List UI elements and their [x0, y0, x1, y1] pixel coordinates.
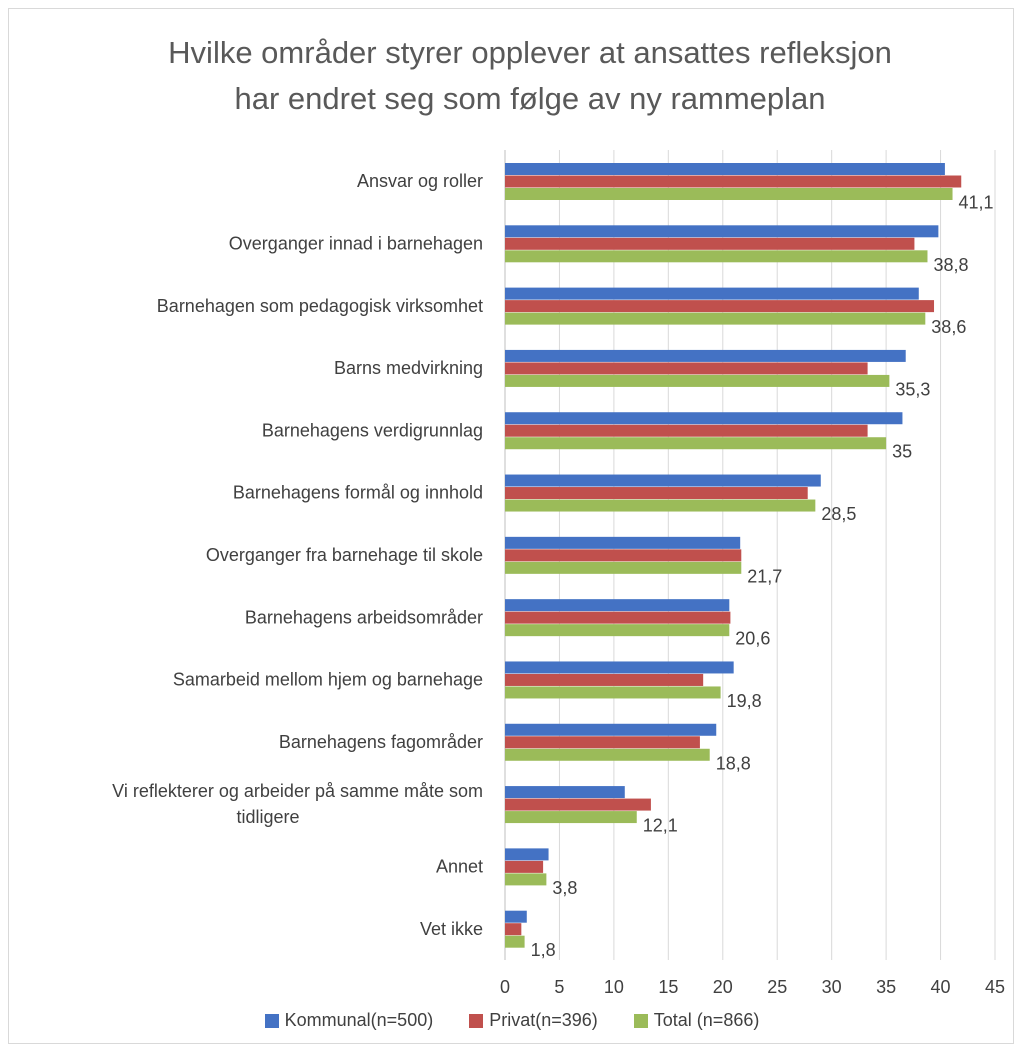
category-label-12: Vet ikke	[420, 919, 483, 939]
category-label-0: Ansvar og roller	[357, 171, 483, 191]
category-label-10-0: Vi reflekterer og arbeider på samme måte…	[112, 781, 483, 801]
legend-label-kommunal: Kommunal(n=500)	[284, 1010, 434, 1030]
category-label-11: Annet	[436, 857, 483, 877]
category-label-6: Overganger fra barnehage til skole	[206, 545, 483, 565]
bar-total-4	[505, 437, 887, 450]
bar-total-10	[505, 811, 637, 824]
x-tick-label-35: 35	[876, 977, 896, 997]
bar-privat-6	[505, 549, 742, 562]
bar-kommunal-1	[505, 225, 939, 238]
bar-kommunal-7	[505, 599, 730, 612]
x-tick-label-30: 30	[822, 977, 842, 997]
category-label-10-1: tidligere	[236, 807, 299, 827]
data-label-12: 1,8	[531, 940, 556, 960]
category-label-8: Samarbeid mellom hjem og barnehage	[173, 670, 483, 690]
chart-title: Hvilke områder styrer opplever at ansatt…	[0, 30, 1024, 122]
bar-kommunal-8	[505, 661, 734, 674]
legend-label-privat: Privat(n=396)	[489, 1010, 598, 1030]
data-label-4: 35	[892, 442, 912, 462]
data-label-8: 19,8	[727, 691, 762, 711]
x-tick-label-10: 10	[604, 977, 624, 997]
data-label-9: 18,8	[716, 753, 751, 773]
data-label-5: 28,5	[821, 504, 856, 524]
bar-privat-10	[505, 798, 651, 811]
data-label-1: 38,8	[933, 255, 968, 275]
bar-privat-0	[505, 175, 962, 188]
bar-total-9	[505, 748, 710, 761]
legend-item-privat: Privat(n=396)	[469, 1010, 598, 1031]
bar-total-7	[505, 624, 730, 637]
x-tick-label-0: 0	[500, 977, 510, 997]
data-label-0: 41,1	[959, 193, 994, 213]
bar-kommunal-9	[505, 723, 717, 736]
legend-swatch-total	[633, 1013, 648, 1028]
bar-total-6	[505, 561, 742, 574]
bar-kommunal-4	[505, 412, 903, 425]
legend-item-kommunal: Kommunal(n=500)	[264, 1010, 434, 1031]
x-tick-label-45: 45	[985, 977, 1005, 997]
category-label-4: Barnehagens verdigrunnlag	[262, 420, 483, 440]
bar-kommunal-0	[505, 163, 945, 175]
bar-total-2	[505, 312, 926, 325]
category-label-5: Barnehagens formål og innhold	[233, 483, 483, 503]
legend-swatch-privat	[469, 1013, 484, 1028]
bar-kommunal-5	[505, 474, 821, 487]
bar-total-11	[505, 873, 547, 886]
legend-item-total: Total (n=866)	[633, 1010, 760, 1031]
bar-kommunal-6	[505, 536, 741, 549]
bar-kommunal-2	[505, 287, 919, 300]
bar-privat-5	[505, 487, 808, 500]
bar-total-0	[505, 188, 953, 200]
bar-kommunal-10	[505, 786, 625, 799]
bar-privat-2	[505, 300, 935, 313]
category-label-1: Overganger innad i barnehagen	[229, 233, 483, 253]
bar-total-5	[505, 499, 816, 512]
bar-privat-7	[505, 611, 731, 624]
bar-total-8	[505, 686, 721, 699]
category-label-2: Barnehagen som pedagogisk virksomhet	[157, 296, 483, 316]
bar-kommunal-11	[505, 848, 549, 861]
bar-total-3	[505, 374, 890, 387]
chart-title-line-2: har endret seg som følge av ny rammeplan	[234, 81, 826, 116]
bar-kommunal-12	[505, 910, 527, 923]
bar-kommunal-3	[505, 349, 906, 362]
data-label-11: 3,8	[552, 878, 577, 898]
chart-title-line-1: Hvilke områder styrer opplever at ansatt…	[168, 35, 892, 70]
data-label-10: 12,1	[643, 816, 678, 836]
data-label-3: 35,3	[895, 379, 930, 399]
category-label-9: Barnehagens fagområder	[279, 732, 483, 752]
bar-privat-9	[505, 736, 700, 749]
bar-privat-11	[505, 860, 544, 873]
data-label-6: 21,7	[747, 566, 782, 586]
x-tick-label-40: 40	[931, 977, 951, 997]
legend: Kommunal(n=500) Privat(n=396) Total (n=8…	[0, 1010, 1024, 1031]
category-label-7: Barnehagens arbeidsområder	[245, 607, 483, 627]
bar-total-1	[505, 250, 928, 263]
bar-privat-12	[505, 923, 522, 936]
legend-swatch-kommunal	[264, 1013, 279, 1028]
data-label-7: 20,6	[735, 629, 770, 649]
bar-privat-4	[505, 424, 868, 437]
bar-privat-3	[505, 362, 868, 375]
bar-privat-8	[505, 673, 704, 686]
category-label-3: Barns medvirkning	[334, 358, 483, 378]
x-tick-label-25: 25	[767, 977, 787, 997]
bar-privat-1	[505, 237, 915, 250]
data-label-2: 38,6	[931, 317, 966, 337]
x-tick-label-15: 15	[658, 977, 678, 997]
bar-total-12	[505, 935, 525, 948]
legend-label-total: Total (n=866)	[653, 1010, 760, 1030]
x-tick-label-20: 20	[713, 977, 733, 997]
x-tick-label-5: 5	[554, 977, 564, 997]
